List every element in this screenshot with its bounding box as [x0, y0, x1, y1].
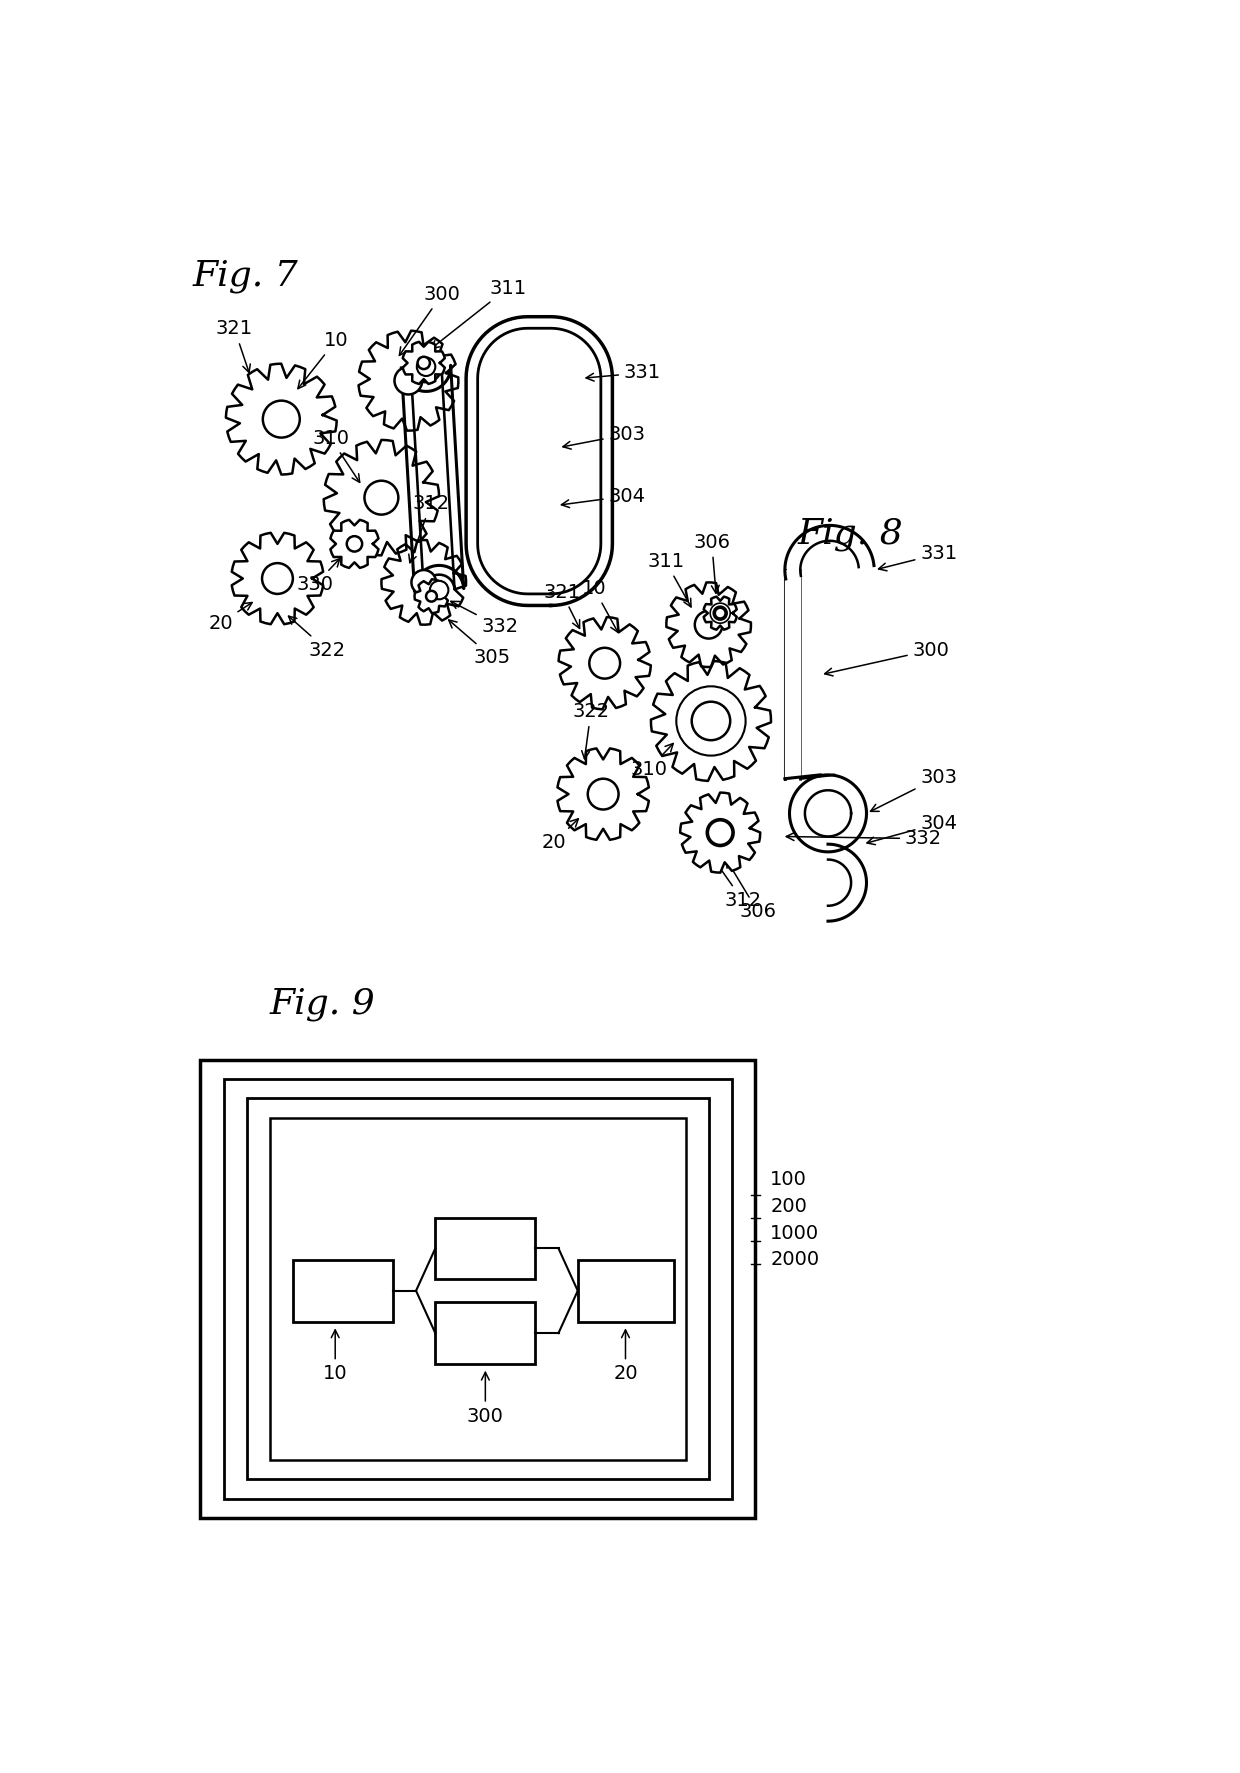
Text: 20: 20 — [613, 1330, 637, 1383]
Circle shape — [676, 686, 745, 755]
Text: 331: 331 — [587, 363, 661, 383]
Text: 20: 20 — [542, 819, 578, 853]
Text: 303: 303 — [563, 426, 646, 449]
Text: 200: 200 — [770, 1197, 807, 1216]
Text: 300: 300 — [825, 640, 950, 676]
Text: 322: 322 — [573, 702, 610, 759]
Bar — [435, 1218, 536, 1278]
Bar — [201, 1060, 755, 1518]
Text: 312: 312 — [712, 856, 761, 910]
Text: 311: 311 — [432, 278, 526, 349]
Bar — [578, 1261, 675, 1321]
Polygon shape — [790, 775, 867, 851]
Polygon shape — [358, 330, 459, 431]
Text: 306: 306 — [727, 860, 776, 922]
Text: 331: 331 — [879, 544, 957, 571]
Text: 305: 305 — [449, 621, 511, 667]
Bar — [247, 1097, 708, 1479]
Circle shape — [263, 401, 300, 438]
Text: 321: 321 — [216, 319, 253, 372]
Polygon shape — [681, 793, 760, 872]
Circle shape — [694, 612, 723, 638]
Text: 312: 312 — [409, 495, 449, 562]
Text: Fig. 9: Fig. 9 — [270, 988, 376, 1021]
Circle shape — [262, 564, 293, 594]
Circle shape — [412, 571, 436, 594]
Text: 10: 10 — [322, 1330, 347, 1383]
Bar — [435, 1303, 536, 1363]
Circle shape — [417, 358, 435, 376]
Polygon shape — [558, 748, 649, 840]
Circle shape — [692, 702, 730, 739]
Text: 10: 10 — [582, 580, 618, 633]
Text: 100: 100 — [770, 1170, 807, 1188]
Text: 332: 332 — [451, 601, 518, 637]
Text: 322: 322 — [289, 617, 346, 660]
Text: Fig. 7: Fig. 7 — [192, 259, 299, 293]
Circle shape — [430, 582, 449, 599]
Text: 321: 321 — [543, 583, 580, 628]
Polygon shape — [466, 317, 613, 605]
Polygon shape — [330, 519, 378, 567]
Text: Fig. 8: Fig. 8 — [797, 518, 903, 551]
Polygon shape — [382, 541, 466, 624]
Polygon shape — [403, 342, 445, 385]
Polygon shape — [226, 363, 337, 475]
Text: 300: 300 — [467, 1372, 503, 1425]
Bar — [293, 1261, 393, 1321]
Circle shape — [418, 356, 430, 369]
Polygon shape — [232, 534, 324, 624]
Circle shape — [427, 590, 436, 601]
Bar — [223, 1080, 732, 1498]
Text: 304: 304 — [562, 486, 646, 507]
Circle shape — [708, 821, 733, 846]
Circle shape — [714, 608, 725, 619]
Circle shape — [588, 778, 619, 810]
Circle shape — [394, 367, 422, 394]
Polygon shape — [402, 365, 464, 592]
Polygon shape — [666, 582, 751, 667]
Polygon shape — [651, 661, 771, 780]
Polygon shape — [703, 598, 737, 629]
Text: 10: 10 — [298, 332, 348, 388]
Circle shape — [365, 480, 398, 514]
Text: 330: 330 — [296, 558, 340, 594]
Polygon shape — [785, 525, 874, 580]
Text: 2000: 2000 — [770, 1250, 820, 1269]
Text: 306: 306 — [693, 532, 730, 594]
Polygon shape — [558, 617, 651, 709]
Polygon shape — [324, 440, 439, 555]
Text: 332: 332 — [786, 830, 942, 847]
Text: 304: 304 — [867, 814, 957, 844]
Text: 300: 300 — [399, 285, 460, 355]
Circle shape — [589, 647, 620, 679]
Text: 1000: 1000 — [770, 1223, 820, 1243]
Text: 303: 303 — [870, 768, 957, 812]
Text: 310: 310 — [312, 429, 360, 482]
Text: 20: 20 — [208, 603, 252, 633]
Circle shape — [347, 535, 362, 551]
Text: 311: 311 — [647, 551, 691, 606]
Polygon shape — [414, 580, 448, 613]
Bar — [270, 1117, 686, 1461]
Polygon shape — [785, 571, 800, 778]
Text: 310: 310 — [630, 743, 673, 778]
